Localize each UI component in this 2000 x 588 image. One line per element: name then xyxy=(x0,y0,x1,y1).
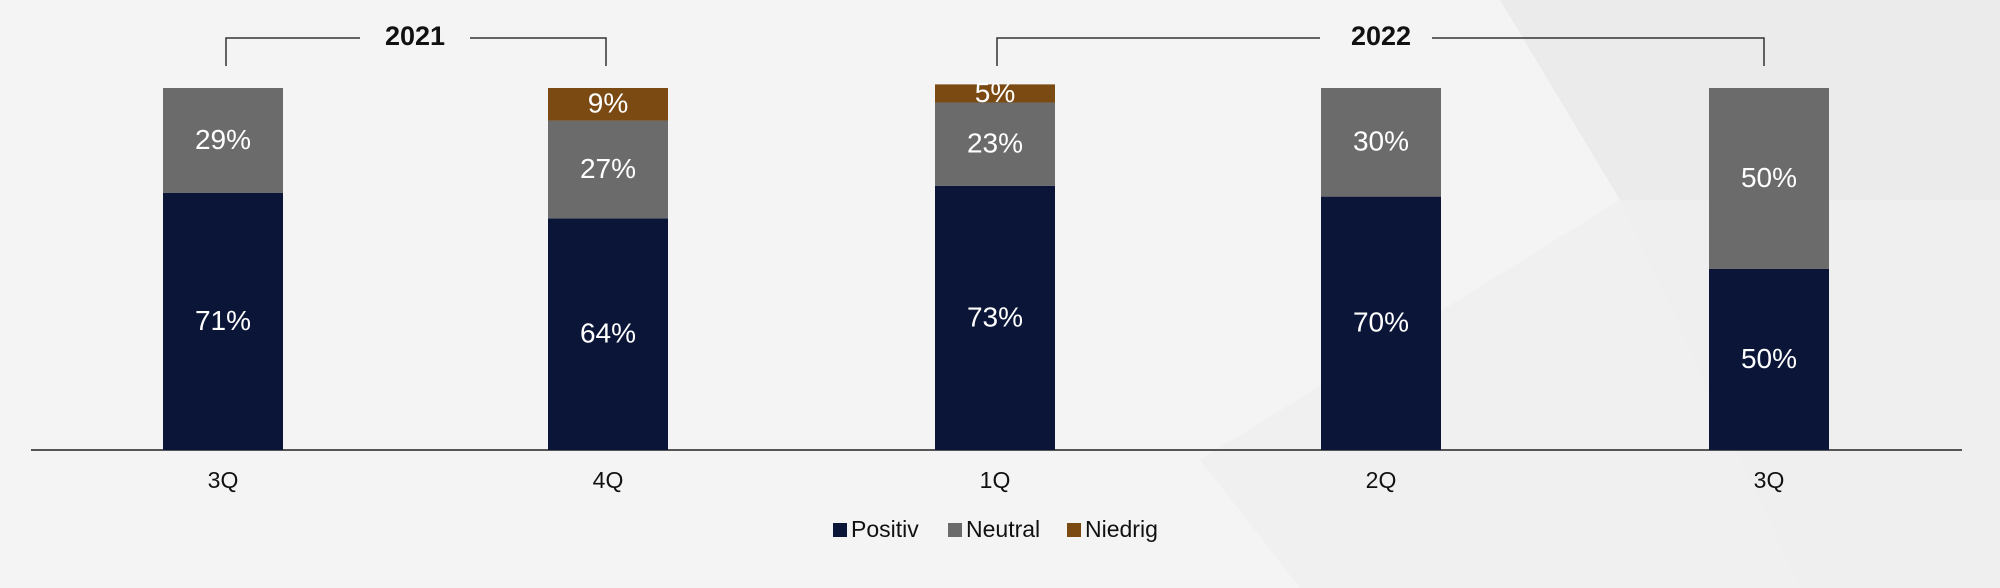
value-label: 50% xyxy=(1741,162,1797,193)
x-tick-label: 4Q xyxy=(593,467,624,493)
group-bracket xyxy=(996,37,1320,66)
legend-swatch xyxy=(833,523,847,537)
value-label: 29% xyxy=(195,124,251,155)
legend-label: Neutral xyxy=(966,516,1040,542)
background-shape xyxy=(1200,200,1800,588)
group-label: 2022 xyxy=(1351,21,1411,51)
group-bracket xyxy=(1432,37,1765,66)
bar-segment xyxy=(163,88,283,193)
x-tick-label: 3Q xyxy=(208,467,239,493)
value-label: 9% xyxy=(588,88,628,119)
x-tick-label: 2Q xyxy=(1366,467,1397,493)
bar-segment xyxy=(163,192,283,451)
legend-label: Niedrig xyxy=(1085,516,1158,542)
legend-swatch xyxy=(1067,523,1081,537)
bar-segment xyxy=(548,88,668,121)
group-bracket xyxy=(470,37,607,66)
x-tick-label: 1Q xyxy=(980,467,1011,493)
group-bracket xyxy=(225,37,360,66)
bar-segment xyxy=(548,120,668,219)
value-label: 23% xyxy=(967,128,1023,159)
bar-segment xyxy=(935,84,1055,103)
bar-segment xyxy=(935,185,1055,451)
legend-label: Positiv xyxy=(851,516,919,542)
value-label: 70% xyxy=(1353,307,1409,338)
value-label: 64% xyxy=(580,318,636,349)
value-label: 30% xyxy=(1353,126,1409,157)
bar-segment xyxy=(935,102,1055,186)
value-label: 71% xyxy=(195,305,251,336)
value-label: 73% xyxy=(967,301,1023,332)
value-label: 27% xyxy=(580,153,636,184)
value-label: 5% xyxy=(975,77,1015,108)
value-label: 50% xyxy=(1741,343,1797,374)
bar-segment xyxy=(1709,269,1829,450)
bar-segment xyxy=(1321,88,1441,197)
legend-swatch xyxy=(948,523,962,537)
bar-segment xyxy=(1709,88,1829,269)
bar-segment xyxy=(1321,196,1441,450)
group-label: 2021 xyxy=(385,21,445,51)
x-tick-label: 3Q xyxy=(1754,467,1785,493)
bar-segment xyxy=(548,218,668,450)
